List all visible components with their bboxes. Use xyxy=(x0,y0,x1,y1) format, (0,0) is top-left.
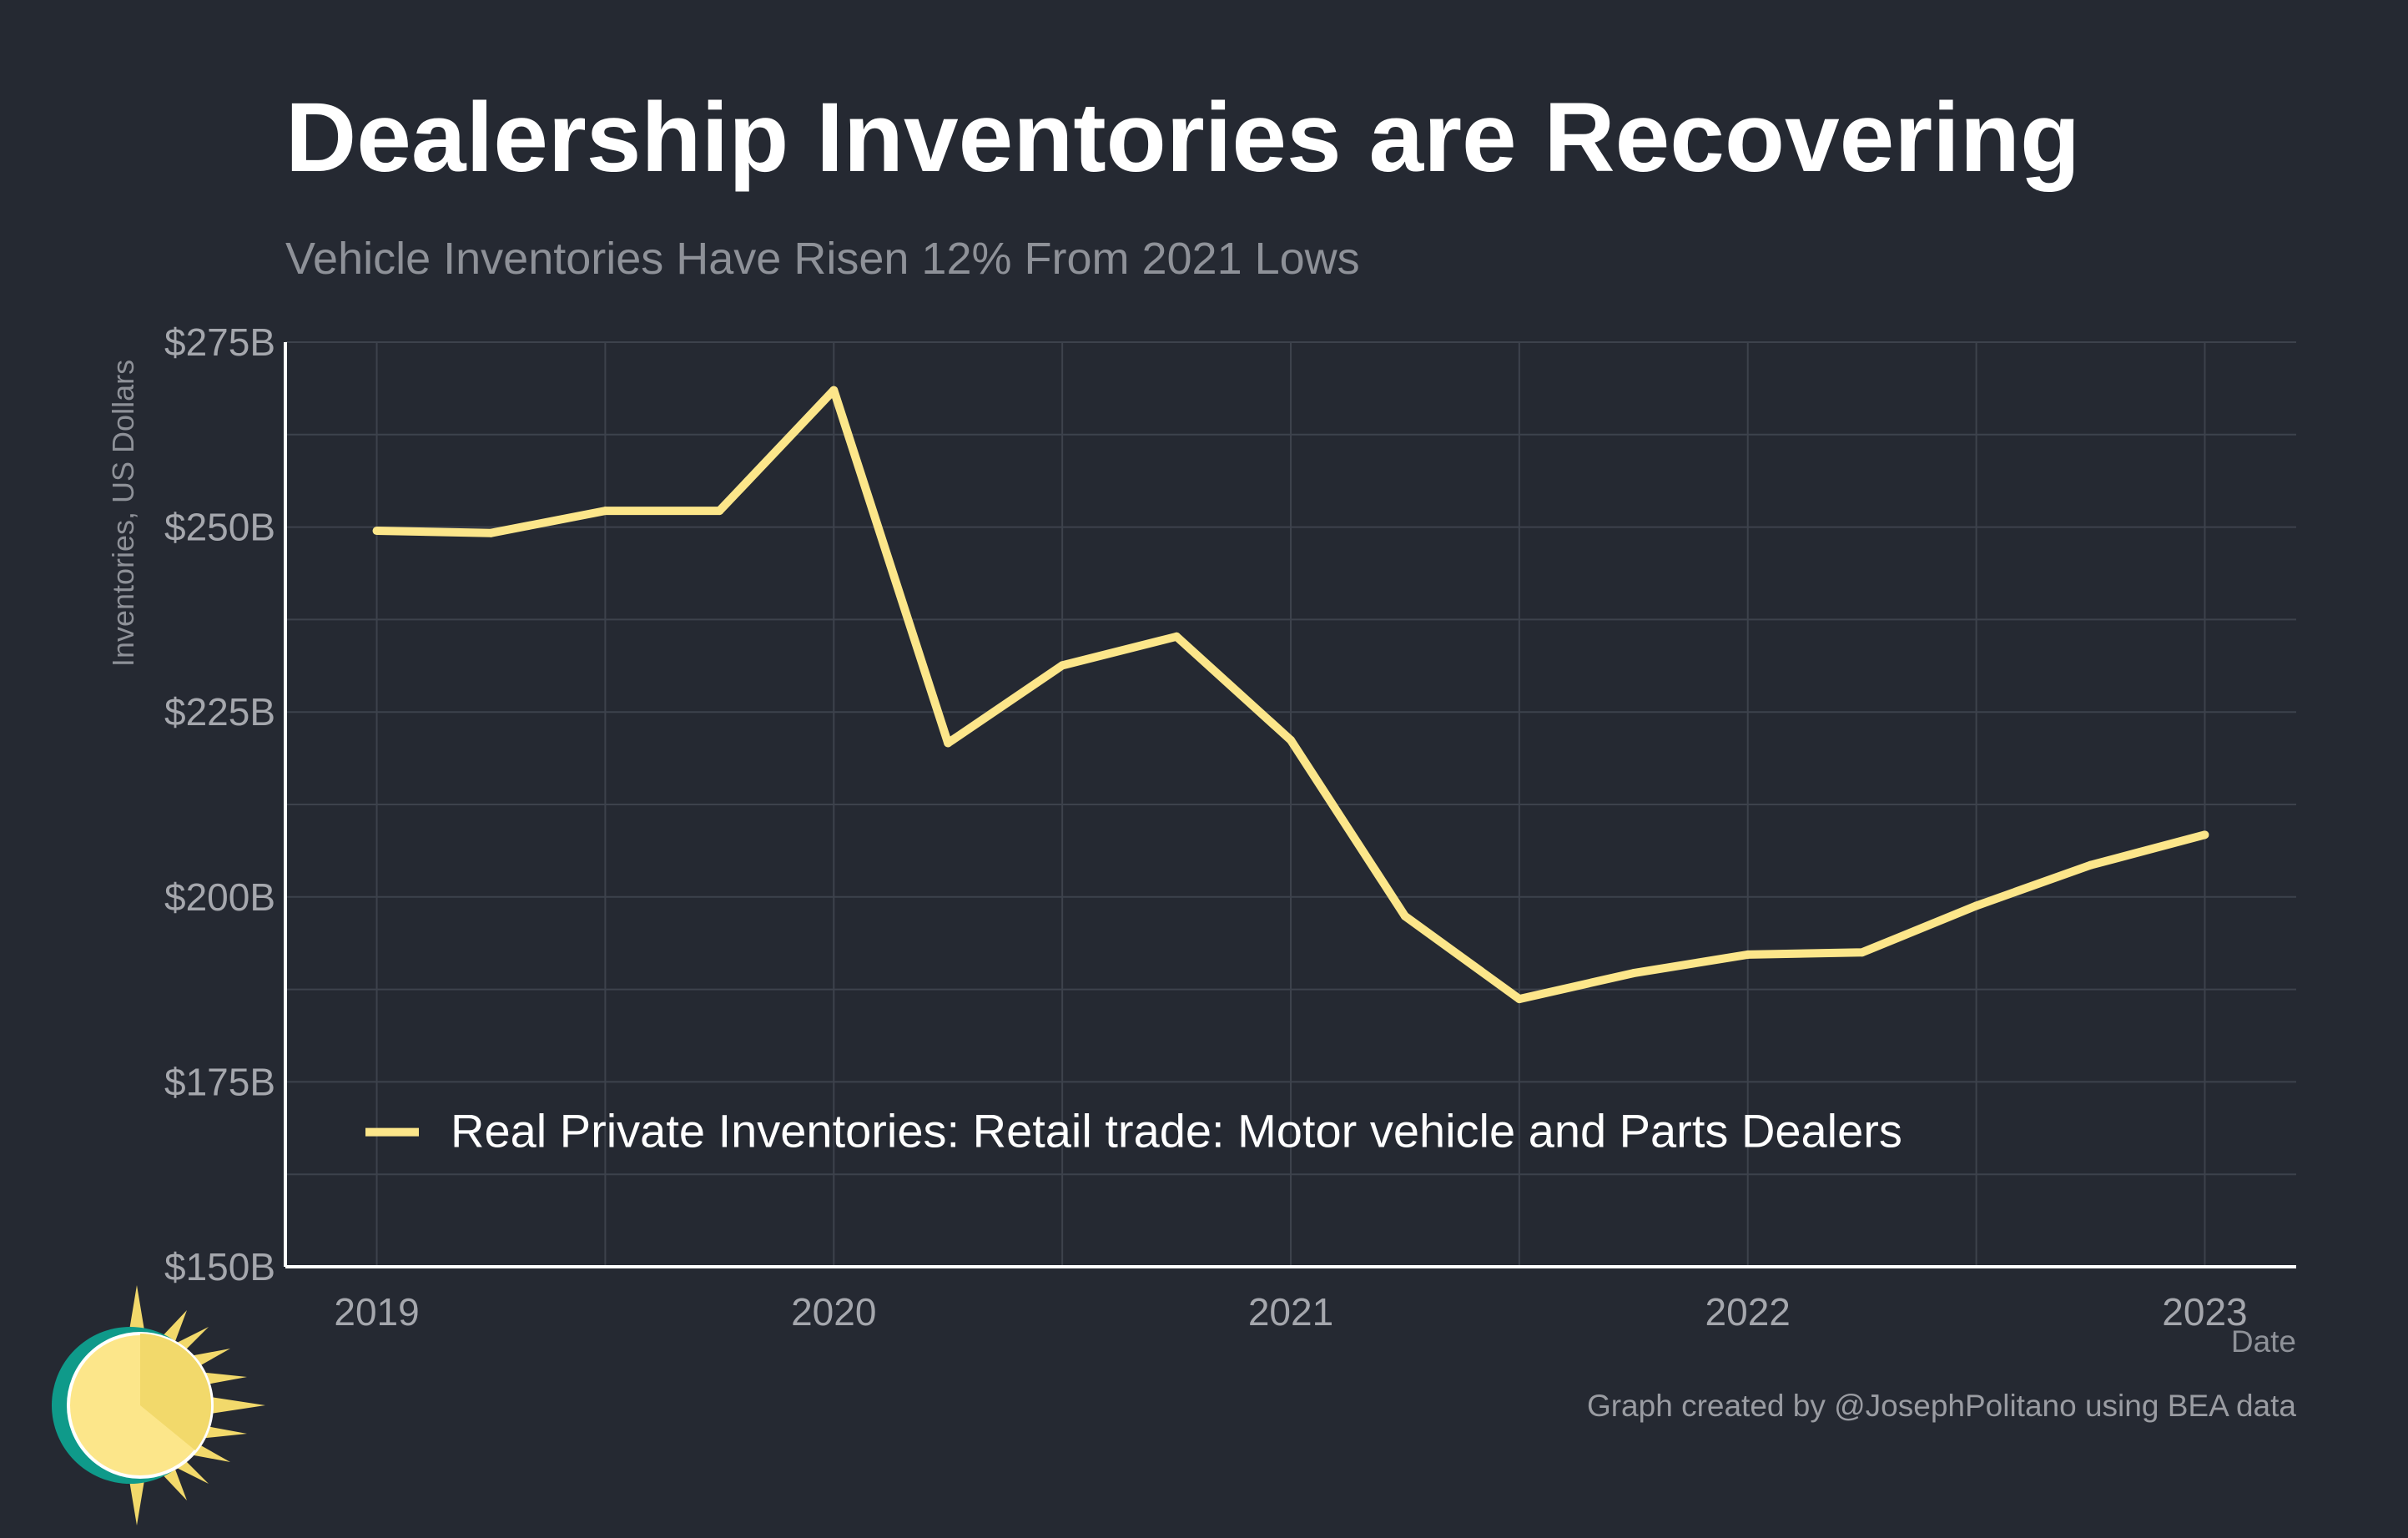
x-tick-label: 2019 xyxy=(334,1290,419,1334)
y-tick-label: $200B xyxy=(164,875,275,919)
series-layer xyxy=(372,386,2209,1004)
data-point xyxy=(1058,661,1067,670)
data-point xyxy=(1514,995,1524,1004)
x-tick-label: 2021 xyxy=(1248,1290,1333,1334)
axis-layer xyxy=(284,342,2296,1268)
data-point xyxy=(486,528,496,537)
data-point xyxy=(2200,830,2209,840)
x-axis-label: Date xyxy=(2231,1324,2296,1359)
data-point xyxy=(829,386,839,395)
legend: Real Private Inventories: Retail trade: … xyxy=(365,1105,1902,1157)
data-point xyxy=(2086,860,2095,870)
data-point xyxy=(1743,950,1752,959)
legend-label: Real Private Inventories: Retail trade: … xyxy=(451,1105,1902,1157)
y-tick-label: $275B xyxy=(164,320,275,364)
data-point xyxy=(1972,901,1981,910)
tick-labels: $150B $175B $200B $225B $250B $275B 2019 2020 20… xyxy=(164,320,2248,1334)
data-point xyxy=(1857,948,1866,957)
chart-subtitle: Vehicle Inventories Have Risen 12% From … xyxy=(285,234,1360,284)
data-point xyxy=(944,739,953,748)
x-tick-label: 2022 xyxy=(1705,1290,1791,1334)
data-point xyxy=(372,527,381,536)
data-point xyxy=(1400,911,1409,920)
y-tick-label: $150B xyxy=(164,1245,275,1288)
data-point xyxy=(715,507,724,516)
source-caption: Graph created by @JosephPolitano using B… xyxy=(1586,1389,2296,1423)
sun-shade xyxy=(140,1334,212,1450)
data-point xyxy=(601,507,610,516)
data-point xyxy=(1172,632,1181,641)
grid-layer xyxy=(285,341,2296,1268)
y-tick-label: $225B xyxy=(164,690,275,734)
x-tick-label: 2020 xyxy=(791,1290,876,1334)
data-point xyxy=(1629,969,1638,978)
y-tick-label: $250B xyxy=(164,506,275,549)
x-tick-label: 2023 xyxy=(2162,1290,2247,1334)
y-tick-label: $175B xyxy=(164,1060,275,1103)
chart-title: Dealership Inventories are Recovering xyxy=(285,83,2081,193)
sun-logo-icon xyxy=(52,1285,265,1525)
data-point xyxy=(1287,735,1295,744)
y-axis-label: Inventories, US Dollars xyxy=(106,360,140,667)
